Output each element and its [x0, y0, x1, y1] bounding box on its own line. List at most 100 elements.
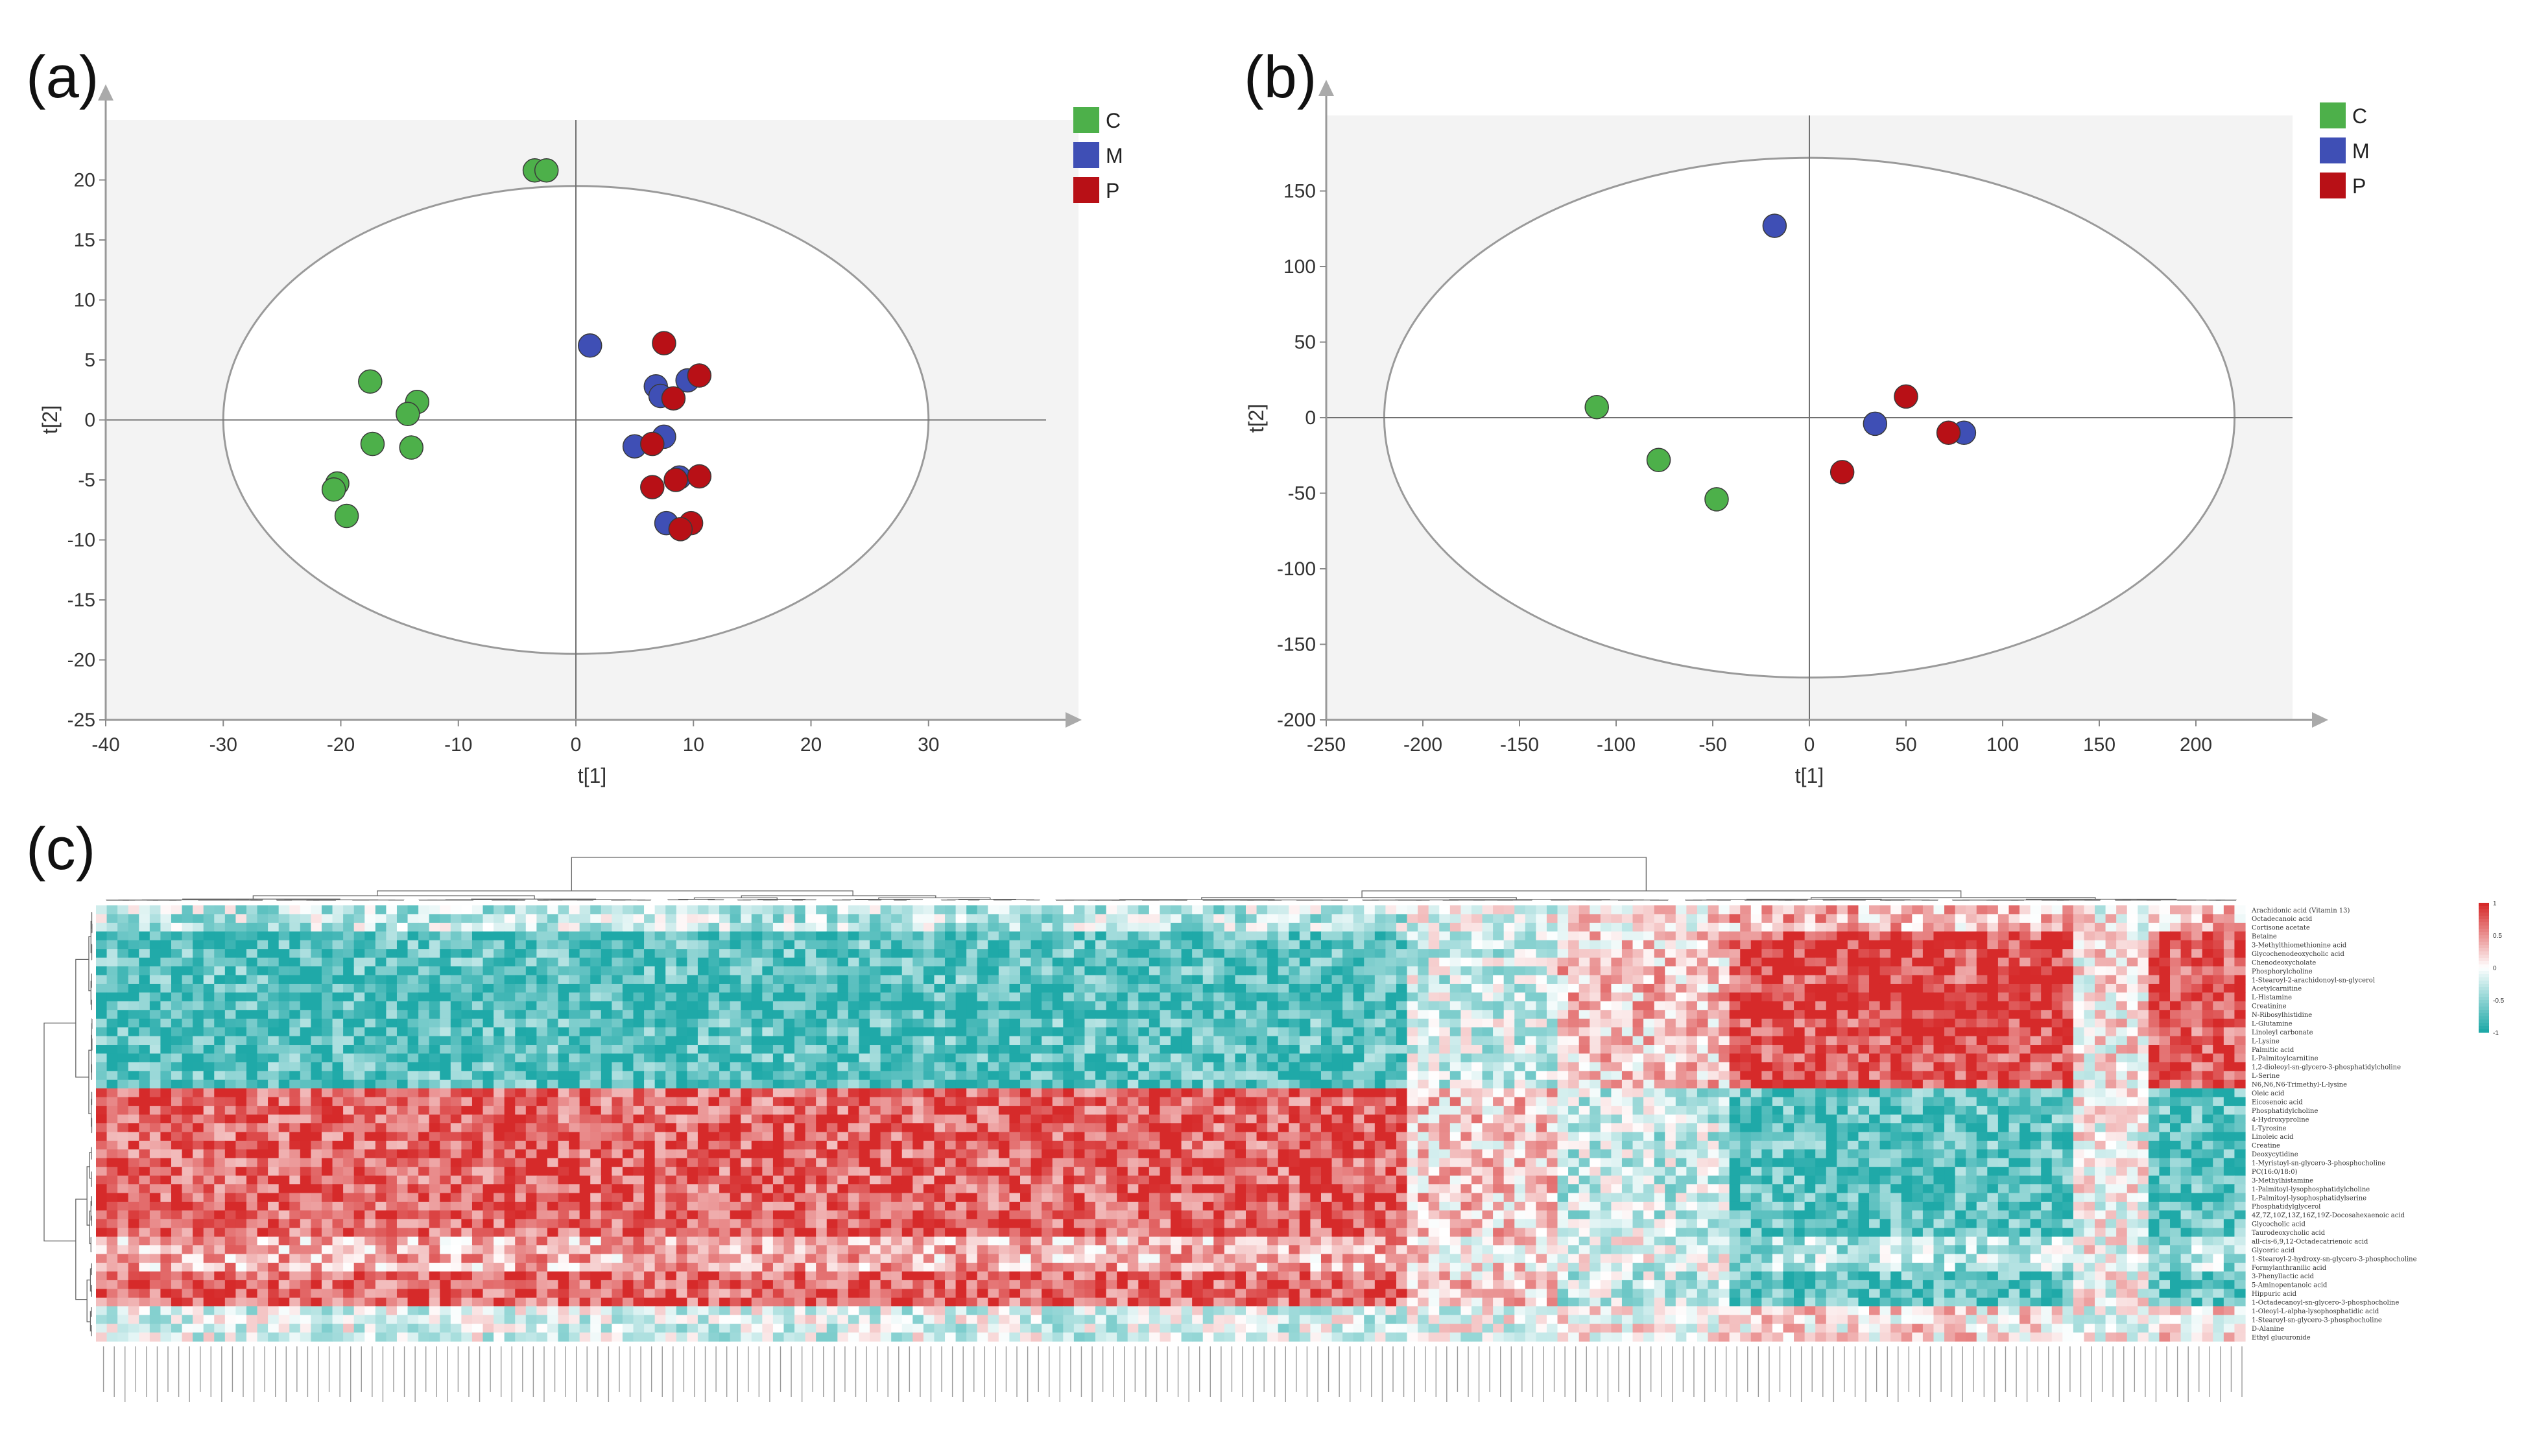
heatmap-cell: [1149, 1088, 1161, 1098]
heatmap-cell: [1063, 983, 1075, 993]
heatmap-cell: [1772, 905, 1784, 915]
heatmap-cell: [1568, 1062, 1580, 1071]
heatmap-cell: [988, 1053, 999, 1063]
heatmap-cell: [494, 1027, 505, 1037]
heatmap-cell: [2234, 1018, 2246, 1028]
heatmap-cell: [450, 1001, 462, 1010]
heatmap-cell: [1073, 1036, 1086, 1045]
heatmap-cell: [407, 1062, 419, 1071]
heatmap-cell: [117, 1053, 129, 1063]
heatmap-cell: [579, 940, 591, 949]
heatmap-cell: [2041, 922, 2053, 932]
heatmap-cell: [558, 1088, 569, 1098]
heatmap-cell: [633, 1079, 645, 1089]
heatmap-cell: [396, 931, 409, 941]
heatmap-cell: [364, 931, 376, 941]
heatmap-cell: [2159, 1027, 2171, 1037]
heatmap-cell: [1160, 914, 1171, 924]
heatmap-cell: [96, 1053, 108, 1063]
heatmap-cell: [1750, 1001, 1762, 1010]
heatmap-cell: [1460, 1045, 1472, 1055]
heatmap-cell: [1719, 1053, 1730, 1063]
heatmap-cell: [1654, 957, 1665, 967]
heatmap-cell: [386, 949, 398, 959]
heatmap-cell: [214, 922, 226, 932]
heatmap-cell: [1106, 957, 1117, 967]
heatmap-cell: [2202, 1045, 2213, 1055]
heatmap-cell: [343, 1018, 355, 1028]
heatmap-cell: [654, 1062, 666, 1071]
heatmap-cell: [1719, 931, 1730, 941]
heatmap-cell: [1320, 905, 1333, 915]
panel-b-ellipse-and-axes: [1318, 80, 2328, 728]
heatmap-cell: [870, 940, 881, 949]
heatmap-cell: [1826, 992, 1837, 1002]
heatmap-cell: [1579, 931, 1590, 941]
heatmap-cell: [687, 992, 698, 1002]
heatmap-cell: [1052, 1062, 1064, 1071]
heatmap-cell: [1611, 940, 1623, 949]
heatmap-cell: [1740, 949, 1752, 959]
heatmap-cell: [848, 1053, 860, 1063]
heatmap-cell: [2095, 1018, 2106, 1028]
heatmap-cell: [1847, 1053, 1859, 1063]
heatmap-cell: [1149, 1027, 1161, 1037]
heatmap-cell: [601, 1106, 612, 1116]
heatmap-cell: [1912, 983, 1924, 993]
heatmap-cell: [1020, 1036, 1032, 1045]
heatmap-cell: [1418, 1036, 1429, 1045]
heatmap-cell: [988, 966, 999, 976]
heatmap-cell: [1546, 992, 1558, 1002]
heatmap-cell: [730, 966, 741, 976]
heatmap-cell: [1460, 1079, 1472, 1089]
heatmap-cell: [2008, 1088, 2020, 1098]
heatmap-cell: [1331, 1027, 1343, 1037]
heatmap-cell: [998, 992, 1010, 1002]
heatmap-cell: [1020, 922, 1032, 932]
heatmap-cell: [235, 1027, 247, 1037]
heatmap-cell: [2191, 1079, 2203, 1089]
heatmap-cell: [945, 1062, 957, 1071]
heatmap-cell: [1503, 914, 1515, 924]
heatmap-cell: [1171, 957, 1182, 967]
heatmap-cell: [1804, 966, 1816, 976]
heatmap-cell: [644, 905, 656, 915]
heatmap-cell: [1772, 966, 1784, 976]
heatmap-cell: [1042, 957, 1053, 967]
heatmap-cell: [1052, 922, 1064, 932]
heatmap-cell: [300, 922, 311, 932]
x-axis-arrow: [1066, 712, 1082, 728]
heatmap-cell: [106, 1071, 118, 1080]
heatmap-cell: [2084, 1036, 2095, 1045]
heatmap-cell: [1933, 1053, 1945, 1063]
heatmap-cell: [1955, 1097, 1966, 1106]
heatmap-cell: [901, 922, 913, 932]
heatmap-cell: [2008, 1045, 2020, 1055]
heatmap-cell: [837, 1036, 849, 1045]
heatmap-cell: [1213, 1027, 1225, 1037]
heatmap-cell: [1697, 905, 1709, 915]
heatmap-cell: [149, 1001, 161, 1010]
heatmap-cell: [1042, 1088, 1053, 1098]
heatmap-cell: [891, 957, 903, 967]
heatmap-cell: [1686, 983, 1698, 993]
heatmap-cell: [353, 1079, 365, 1089]
heatmap-cell: [1890, 922, 1902, 932]
heatmap-cell: [1418, 966, 1429, 976]
heatmap-cell: [1353, 1001, 1364, 1010]
heatmap-cell: [880, 966, 892, 976]
heatmap-cell: [278, 1001, 290, 1010]
heatmap-cell: [569, 1027, 580, 1037]
heatmap-cell: [1267, 992, 1279, 1002]
heatmap-cell: [1750, 992, 1762, 1002]
heatmap-cell: [1729, 1018, 1741, 1028]
heatmap-cell: [375, 1079, 387, 1089]
heatmap-cell: [1944, 966, 1956, 976]
heatmap-cell: [1020, 1001, 1032, 1010]
heatmap-cell: [1202, 1053, 1214, 1063]
heatmap-cell: [418, 1071, 430, 1080]
heatmap-cell: [1546, 1088, 1558, 1098]
heatmap-cell: [1858, 957, 1870, 967]
heatmap-cell: [2234, 922, 2246, 932]
heatmap-cell: [1289, 1071, 1300, 1080]
